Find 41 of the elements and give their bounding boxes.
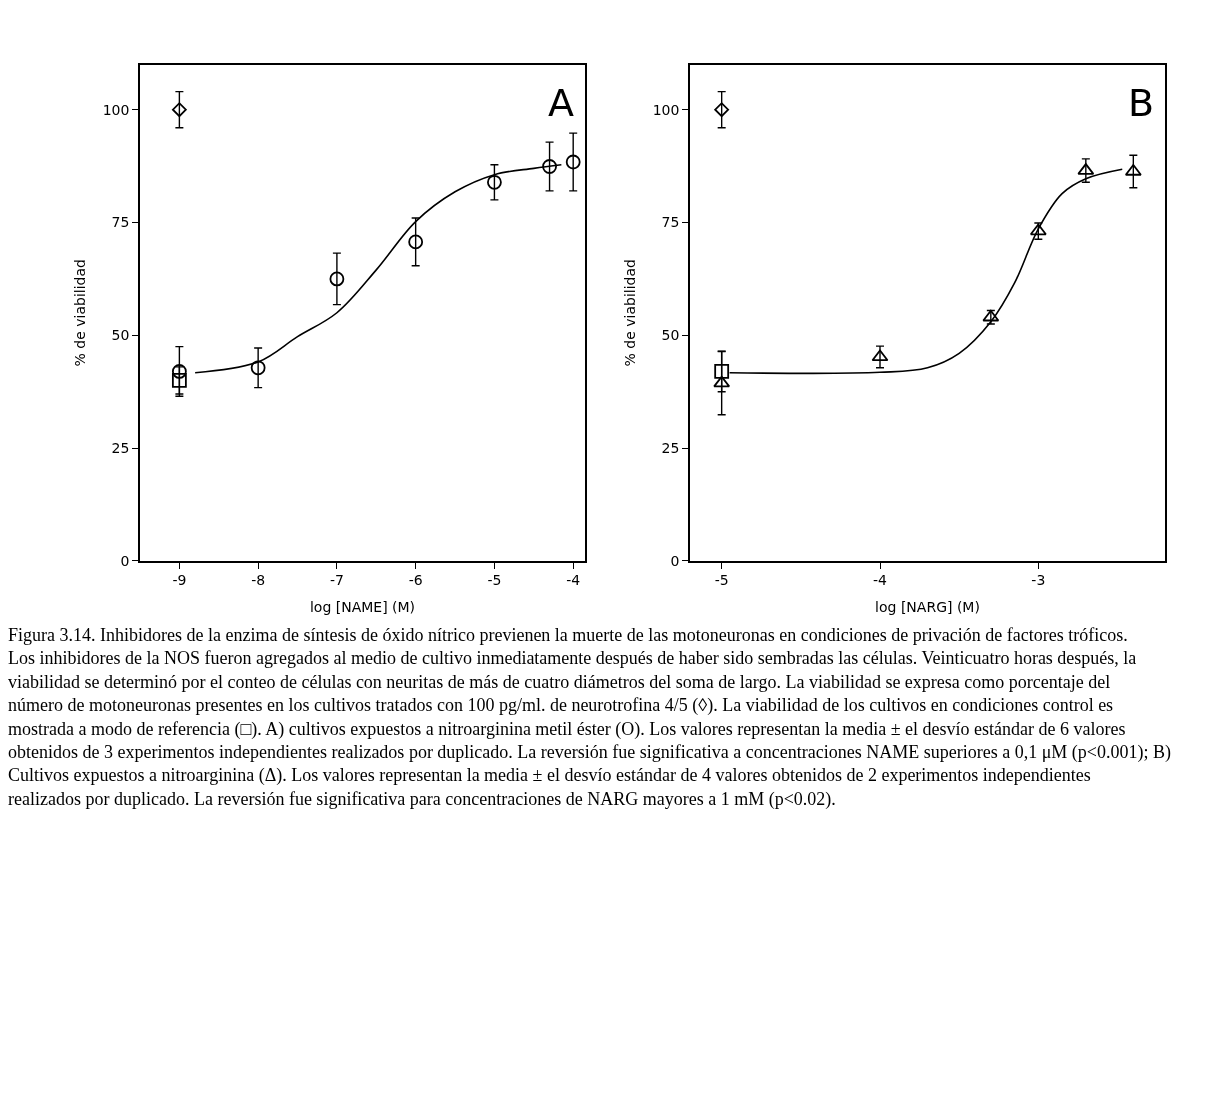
x-axis-title: log [NAME] (M) bbox=[309, 599, 416, 616]
point bbox=[871, 349, 889, 362]
y-tick-label: 25 bbox=[661, 440, 680, 457]
x-tick-label: -4 bbox=[873, 572, 888, 589]
y-tick-label: 0 bbox=[120, 552, 130, 569]
y-tick-label: 25 bbox=[111, 440, 130, 457]
point bbox=[171, 102, 187, 118]
point bbox=[250, 360, 266, 376]
x-tick-label: -8 bbox=[251, 572, 266, 589]
point bbox=[982, 309, 1000, 322]
x-tick-label: -7 bbox=[329, 572, 344, 589]
point bbox=[329, 271, 345, 287]
x-tick-label: -5 bbox=[714, 572, 729, 589]
y-tick-label: 50 bbox=[111, 327, 130, 344]
point bbox=[714, 102, 730, 118]
y-tick-label: 75 bbox=[661, 214, 680, 231]
x-tick-label: -9 bbox=[172, 572, 187, 589]
point bbox=[487, 174, 502, 190]
point bbox=[1029, 223, 1047, 236]
y-tick-label: 0 bbox=[670, 552, 680, 569]
point bbox=[565, 154, 581, 170]
point bbox=[171, 373, 187, 388]
y-tick-label: 75 bbox=[111, 214, 130, 231]
point bbox=[542, 159, 557, 174]
point bbox=[408, 234, 424, 250]
text: Figura 3.14. Inhibidores de la enzima de síntesis de óxido nítrico previenen la muerte de las motoneuronas en condiciones de privación de factores tróficos. Los inhibidores de la NOS fueron agregados al medio de cultivo inmediatamente después de haber sido sembradas las células. Veinticuatro horas después, la viabilidad se determinó por el conteo de células con neuritas de más de cuatro diámetros del soma de largo. La viabilidad se expresa como porcentaje del número de motoneuronas presentes en los cultivos tratados con 100 pg/ml. de neurotrofina 4/5 (◊). La viabilidad de los cultivos en condiciones control es mostrada a modo de referencia (□). A) cultivos expuestos a nitroarginina metil éster (O). Los valores representan la media ± el desvío estándar de 6 valores obtenidos de 3 experimentos independientes realizados por duplicado. La reversión fue significativa a concentraciones NAME superiores a 0,1 μM (p<0.001); B) Cultivos expuestos a nitroarginina (Δ). Los valores representan la media ± el desvío estándar de 4 valores obtenidos de 2 experimentos independientes realizados por duplicado. La reversión fue significativa para concentraciones de NARG mayores a 1 mM (p<0.02). bbox=[8, 625, 1171, 810]
point bbox=[713, 375, 731, 388]
point bbox=[171, 364, 187, 379]
x-tick-label: -6 bbox=[408, 572, 423, 589]
x-axis-title: log [NARG] (M) bbox=[875, 599, 980, 616]
x-tick-label: -4 bbox=[566, 572, 581, 589]
x-tick-label: -5 bbox=[487, 572, 502, 589]
point bbox=[714, 364, 730, 379]
annotation: A bbox=[548, 81, 574, 125]
y-tick-label: 100 bbox=[102, 101, 130, 118]
y-tick-label: 50 bbox=[661, 327, 680, 344]
annotation: B bbox=[1128, 81, 1155, 125]
x-tick-label: -3 bbox=[1031, 572, 1046, 589]
y-axis-title: % de viabilidad bbox=[621, 259, 638, 367]
y-axis-title: % de viabilidad bbox=[71, 259, 88, 367]
y-tick-label: 100 bbox=[652, 101, 680, 118]
